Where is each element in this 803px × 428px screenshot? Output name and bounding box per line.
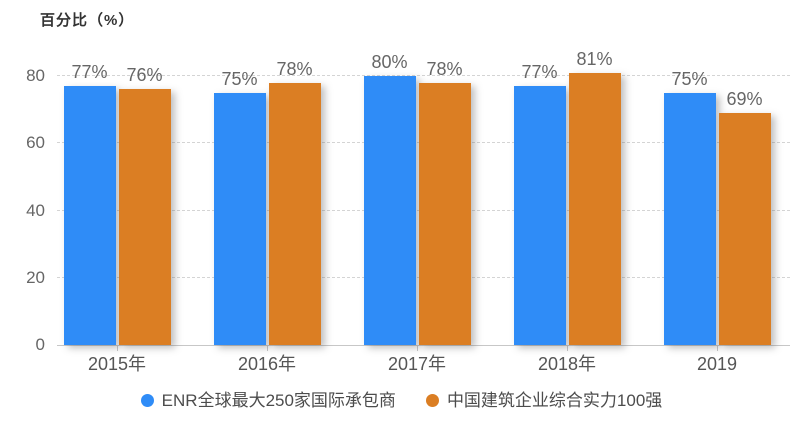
legend-item-0[interactable]: ENR全球最大250家国际承包商 (140, 391, 396, 410)
bar-series-1-2017年 (418, 82, 471, 345)
plot-area: 0 20 40 60 80 2015年 77% 76% 2016年 75% 78% 2017年 80% 7… (26, 50, 790, 373)
x-axis-label: 2019 (696, 354, 738, 374)
bar-series-1-2015年 (118, 89, 171, 345)
x-axis-label: 2016年 (237, 354, 297, 374)
y-axis-label: 80 (26, 66, 45, 85)
bar-series-1-2018年 (568, 72, 621, 345)
legend-dot-icon (425, 394, 439, 407)
bar-value-label: 75% (221, 68, 258, 89)
x-axis-tick (717, 345, 718, 351)
bar-value-label: 77% (71, 62, 108, 83)
bar-value-label: 75% (671, 68, 708, 89)
y-axis-label: 0 (35, 335, 45, 354)
bar-series-0-2015年 (63, 86, 116, 345)
x-axis-label: 2015年 (87, 354, 147, 374)
legend-label: 中国建筑企业综合实力100强 (446, 391, 663, 410)
y-axis-label: 60 (26, 133, 45, 153)
bar-value-label: 81% (576, 48, 613, 69)
legend: ENR全球最大250家国际承包商 中国建筑企业综合实力100强 (0, 392, 803, 409)
bar-value-label: 78% (426, 58, 463, 79)
y-axis-label: 20 (26, 267, 45, 287)
y-axis-label: 40 (26, 200, 45, 220)
x-axis-tick (417, 345, 418, 351)
x-axis-tick (267, 345, 268, 351)
legend-item-1[interactable]: 中国建筑企业综合实力100强 (425, 391, 663, 410)
chart-title: 百分比（%） (40, 12, 135, 29)
bar-value-label: 76% (126, 65, 163, 86)
x-axis-tick (567, 345, 568, 351)
legend-dot-icon (140, 394, 154, 407)
bar-series-1-2019 (718, 113, 771, 345)
bar-series-0-2019 (663, 92, 716, 345)
x-axis-label: 2017年 (387, 354, 447, 374)
bar-series-0-2018年 (513, 86, 566, 345)
gridline-80 (57, 75, 790, 76)
bar-value-label: 80% (371, 52, 408, 72)
x-axis-label: 2018年 (537, 354, 597, 374)
bar-value-label: 77% (521, 62, 558, 83)
bar-series-0-2016年 (213, 92, 266, 345)
bar-series-1-2016年 (268, 82, 321, 345)
bar-value-label: 78% (276, 58, 313, 79)
legend-label: ENR全球最大250家国际承包商 (161, 391, 396, 410)
bar-series-0-2017年 (363, 76, 416, 345)
x-axis-tick (117, 345, 118, 351)
bar-value-label: 69% (726, 89, 763, 109)
